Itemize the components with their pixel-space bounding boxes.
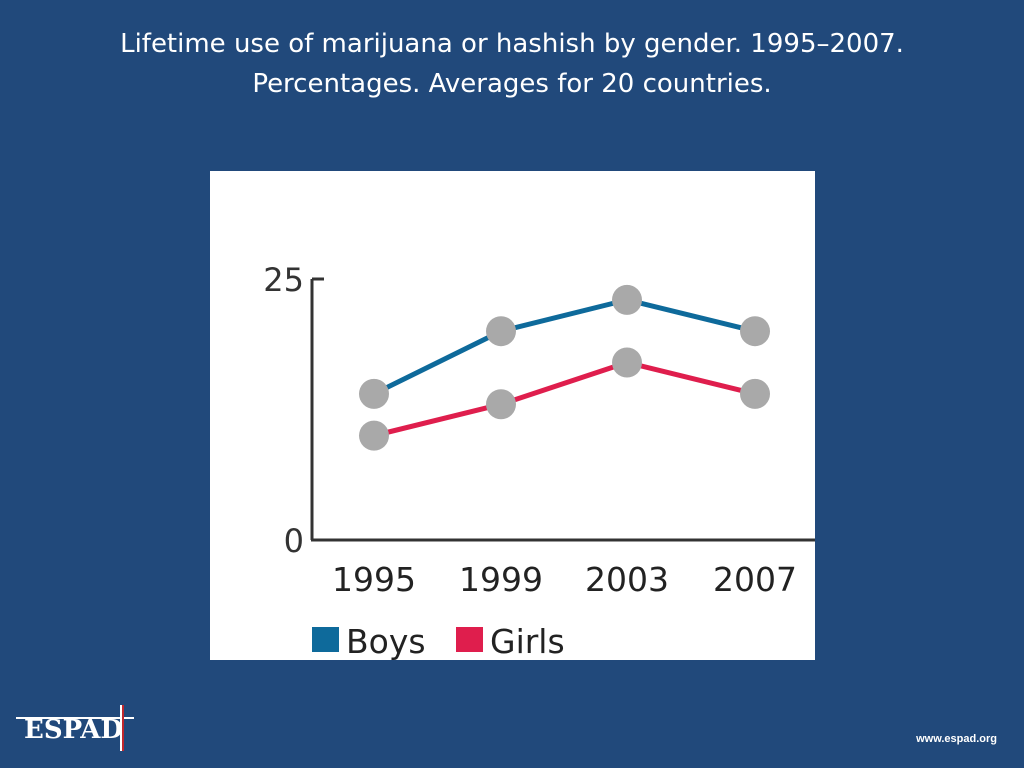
logo-text: ESPAD [24,715,123,745]
website-link[interactable]: www.espad.org [916,733,997,745]
series-line-boys [372,297,756,397]
x-tick-label: 2003 [585,560,669,599]
data-point-boys [740,316,770,347]
logo-rule-accent [122,705,124,751]
title-line-1: Lifetime use of marijuana or hashish by … [120,29,904,59]
axes [310,277,815,542]
legend-swatch-boys [312,627,339,652]
data-point-boys [359,378,389,409]
x-tick-label: 1999 [459,560,543,599]
line-chart: 0 25 1995 1999 2003 2007 Boys Girls [263,261,815,660]
x-tick-label: 1995 [332,560,416,599]
legend-label-boys: Boys [346,622,426,660]
data-markers [359,284,770,451]
logo-rule-horizontal [16,717,134,719]
chart-panel: 0 25 1995 1999 2003 2007 Boys Girls [210,171,815,660]
data-point-girls [612,347,642,378]
legend: Boys Girls [312,622,565,660]
data-point-girls [359,420,389,451]
data-point-girls [740,378,770,409]
y-tick-label: 0 [284,522,304,560]
data-point-boys [612,284,642,315]
espad-logo: ESPAD [16,705,134,753]
slide-title: Lifetime use of marijuana or hashish by … [40,24,984,104]
series-line-girls [373,360,756,439]
legend-label-girls: Girls [490,622,565,660]
legend-swatch-girls [456,627,483,652]
x-tick-label: 2007 [713,560,797,599]
data-point-boys [486,316,516,347]
y-tick-label: 25 [263,261,304,299]
logo-rule-vertical [120,705,122,751]
data-point-girls [486,389,516,420]
title-line-2: Percentages. Averages for 20 countries. [252,69,772,99]
series-lines [372,297,756,439]
tick-labels: 0 25 1995 1999 2003 2007 [263,261,797,599]
